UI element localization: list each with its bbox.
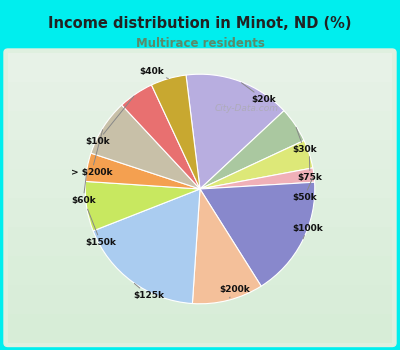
Text: $125k: $125k [133,284,164,300]
Text: City-Data.com: City-Data.com [214,104,278,113]
Text: $30k: $30k [292,127,316,154]
Text: $60k: $60k [71,170,96,205]
Wedge shape [192,189,261,304]
Wedge shape [152,75,200,189]
Text: $150k: $150k [85,209,116,247]
Text: $40k: $40k [139,67,168,79]
Wedge shape [91,105,200,189]
Wedge shape [122,85,200,189]
Wedge shape [200,140,313,189]
Text: $75k: $75k [298,157,322,182]
Text: $20k: $20k [242,83,276,104]
Wedge shape [85,181,200,231]
Text: Multirace residents: Multirace residents [136,37,264,50]
Wedge shape [93,189,200,303]
Text: $100k: $100k [292,224,322,239]
Wedge shape [186,74,284,189]
Text: $10k: $10k [85,96,134,146]
Wedge shape [86,153,200,189]
Wedge shape [200,168,314,189]
Wedge shape [200,111,304,189]
Text: Income distribution in Minot, ND (%): Income distribution in Minot, ND (%) [48,16,352,31]
Text: $50k: $50k [292,177,316,202]
Text: $200k: $200k [219,285,250,298]
Wedge shape [200,182,315,286]
Text: > $200k: > $200k [71,130,112,177]
